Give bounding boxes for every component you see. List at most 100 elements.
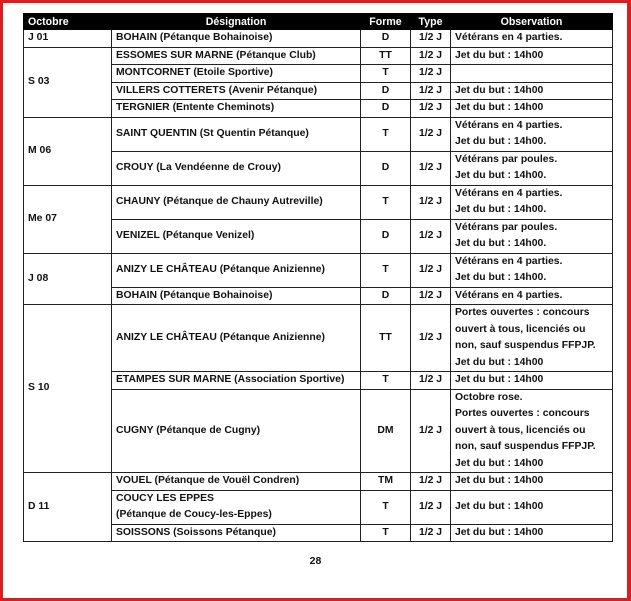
designation-cell-line: BOHAIN (Pétanque Bohainoise) [116, 289, 273, 301]
observation-cell-line: non, sauf suspendus FFPJP. [455, 340, 596, 351]
observation-cell: Vétérans en 4 parties. Jet du but : 14h00… [450, 184, 613, 220]
observation-cell: Vétérans par poules. Jet du but : 14h00. [450, 150, 613, 186]
type-cell: 1/2 J [410, 99, 451, 118]
forme-cell: TM [360, 472, 411, 491]
observation-cell: Vétérans en 4 parties. Jet du but : 14h00… [450, 116, 613, 152]
designation-cell: BOHAIN (Pétanque Bohainoise) [111, 286, 361, 305]
type-cell: 1/2 J [410, 371, 451, 390]
header-octobre: Octobre [23, 13, 112, 30]
designation-cell-line: SAINT QUENTIN (St Quentin Pétanque) [116, 127, 309, 139]
designation-cell-line: ANIZY LE CHÂTEAU (Pétanque Anizienne) [116, 331, 325, 343]
designation-cell: BOHAIN (Pétanque Bohainoise) [111, 29, 361, 48]
observation-cell: Vétérans par poules. Jet du but : 14h00. [450, 218, 613, 254]
designation-cell: CROUY (La Vendéenne de Crouy) [111, 150, 361, 186]
observation-cell: Vétérans en 4 parties. Jet du but : 14h00… [450, 252, 613, 288]
forme-cell: TT [360, 46, 411, 65]
table-row: VENIZEL (Pétanque Venizel) D 1/2 J Vétérans… [24, 218, 613, 254]
observation-cell-line: Portes ouvertes : concours [455, 408, 590, 419]
date-cell: D 11 [23, 472, 112, 542]
observation-cell-line: Jet du but : 14h00 [455, 49, 544, 61]
designation-cell-line: ESSOMES SUR MARNE (Pétanque Club) [116, 49, 316, 61]
table-row: S 03 ESSOMES SUR MARNE (Pétanque Club) TT 1… [23, 46, 613, 118]
table-row: VILLERS COTTERETS (Avenir Pétanque) D 1/2 … [24, 81, 613, 100]
observation-cell: Vétérans en 4 parties. [450, 29, 613, 48]
type-cell: 1/2 J [410, 388, 451, 473]
header-forme: Forme [360, 13, 411, 30]
observation-cell: Jet du but : 14h00 [450, 523, 613, 542]
observation-cell-line: Portes ouvertes : concours [455, 307, 590, 318]
table-row: CROUY (La Vendéenne de Crouy) D 1/2 J Vétér… [24, 150, 613, 186]
observation-cell-line: Jet du but : 14h00 [455, 356, 544, 368]
date-cell: Me 07 [23, 184, 112, 254]
header-type: Type [410, 13, 451, 30]
observation-cell-line: Vétérans par poules. [455, 221, 558, 233]
forme-cell: T [360, 489, 411, 525]
observation-cell: Jet du but : 14h00 [450, 46, 613, 65]
table-row: SOISSONS (Soissons Pétanque) T 1/2 J Jet du… [24, 523, 613, 542]
observation-cell: Jet du but : 14h00 [450, 81, 613, 100]
type-cell: 1/2 J [410, 46, 451, 65]
forme-cell: T [360, 252, 411, 288]
observation-cell: Octobre rose. Portes ouvertes : concours o… [450, 388, 613, 473]
observation-cell-line: Jet du but : 14h00 [455, 457, 544, 469]
date-cell: M 06 [23, 116, 112, 186]
date-cell: J 08 [23, 252, 112, 305]
page-number: 28 [309, 555, 322, 567]
type-cell: 1/2 J [410, 81, 451, 100]
forme-cell: T [360, 371, 411, 390]
observation-cell: Jet du but : 14h00 [450, 99, 613, 118]
observation-cell-line: ouvert à tous, licenciés ou [455, 323, 586, 335]
type-cell: 1/2 J [410, 286, 451, 305]
observation-cell: Jet du but : 14h00 [450, 472, 613, 491]
observation-cell [450, 64, 613, 83]
designation-cell: VOUEL (Pétanque de Vouël Condren) [111, 472, 361, 491]
forme-cell: T [360, 523, 411, 542]
designation-cell-line: ANIZY LE CHÂTEAU (Pétanque Anizienne) [116, 263, 325, 275]
type-cell: 1/2 J [410, 116, 451, 152]
table-row: S 10 ANIZY LE CHÂTEAU (Pétanque Anizienne… [23, 304, 613, 473]
forme-cell: T [360, 184, 411, 220]
type-cell: 1/2 J [410, 29, 451, 48]
observation-cell-line: Jet du but : 14h00. [455, 170, 547, 181]
observation-cell: Jet du but : 14h00 [450, 371, 613, 390]
designation-cell: SOISSONS (Soissons Pétanque) [111, 523, 361, 542]
observation-cell-line: ouvert à tous, licenciés ou [455, 424, 586, 436]
table-row: MONTCORNET (Etoile Sportive) T 1/2 J [24, 64, 613, 83]
designation-cell-line: CHAUNY (Pétanque de Chauny Autreville) [116, 195, 323, 207]
type-cell: 1/2 J [410, 252, 451, 288]
forme-cell: D [360, 286, 411, 305]
designation-cell-line: VOUEL (Pétanque de Vouël Condren) [116, 475, 300, 486]
observation-cell-line: Vétérans en 4 parties. [455, 255, 563, 267]
forme-cell: D [360, 81, 411, 100]
observation-cell-line: Jet du but : 14h00 [455, 500, 544, 512]
observation-cell-line: Jet du but : 14h00. [455, 136, 547, 147]
table-row: ETAMPES SUR MARNE (Association Sportive)… [24, 371, 613, 390]
forme-cell: T [360, 64, 411, 83]
forme-cell: D [360, 150, 411, 186]
observation-cell-line: Jet du but : 14h00 [455, 475, 544, 486]
observation-cell-line: Jet du but : 14h00. [455, 272, 547, 283]
observation-cell-line: Vétérans en 4 parties. [455, 32, 563, 43]
date-cell: J 01 [23, 29, 112, 48]
designation-cell-line: (Pétanque de Coucy-les-Eppes) [116, 509, 272, 520]
header-observation: Observation [450, 13, 613, 30]
table-row: J 01 BOHAIN (Pétanque Bohainoise) D 1/2 J Vé… [23, 29, 613, 48]
observation-cell: Jet du but : 14h00 [450, 489, 613, 525]
observation-cell-line: Vétérans en 4 parties. [455, 187, 563, 199]
type-cell: 1/2 J [410, 150, 451, 186]
observation-cell-line: non, sauf suspendus FFPJP. [455, 441, 596, 452]
designation-cell-line: COUCY LES EPPES [116, 492, 214, 504]
table-row: D 11 VOUEL (Pétanque de Vouël Condren) TM 1… [23, 472, 613, 542]
designation-cell: COUCY LES EPPES (Pétanque de Coucy-les-Ep… [111, 489, 361, 525]
type-cell: 1/2 J [410, 218, 451, 254]
designation-cell-line: TERGNIER (Entente Cheminots) [116, 102, 275, 113]
designation-cell: ANIZY LE CHÂTEAU (Pétanque Anizienne) [111, 252, 361, 288]
type-cell: 1/2 J [410, 304, 451, 372]
type-cell: 1/2 J [410, 64, 451, 83]
forme-cell: D [360, 218, 411, 254]
observation-cell-line: Octobre rose. [455, 391, 523, 403]
designation-cell-line: VENIZEL (Pétanque Venizel) [116, 229, 255, 241]
designation-cell: ANIZY LE CHÂTEAU (Pétanque Anizienne) [111, 304, 361, 372]
observation-cell-line: Jet du but : 14h00 [455, 84, 544, 96]
